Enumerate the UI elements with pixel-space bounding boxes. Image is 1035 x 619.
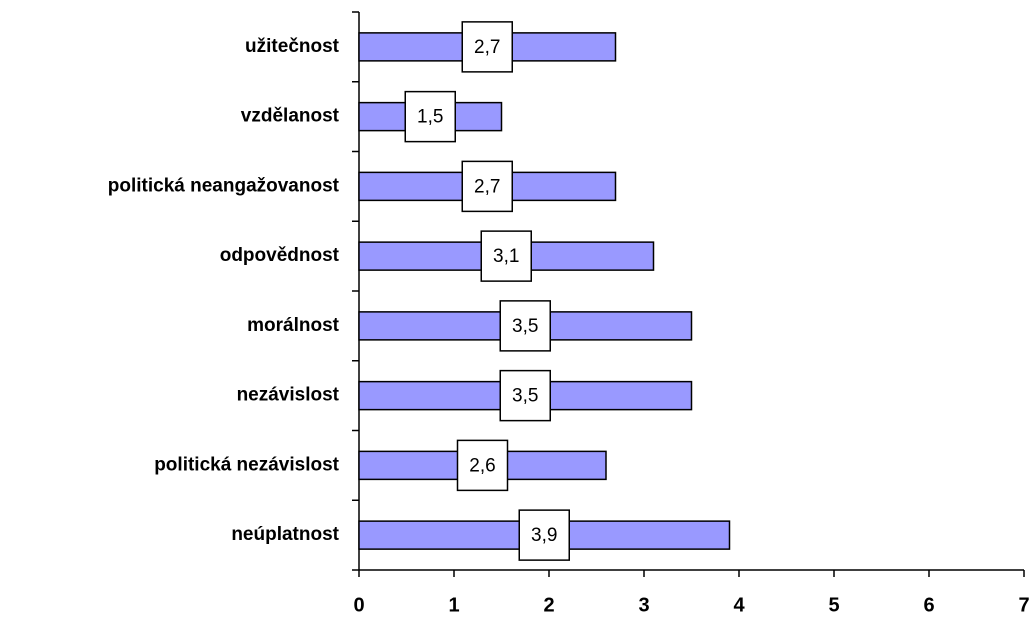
value-label-box: [461, 21, 513, 73]
x-tick-label: 1: [448, 594, 459, 616]
value-label-box: [456, 439, 509, 492]
value-label-box: [404, 90, 456, 143]
x-tick-label: 3: [638, 594, 649, 616]
value-label: 3,5: [512, 316, 538, 337]
x-tick-label: 5: [828, 594, 839, 616]
x-tick-label: 7: [1018, 594, 1029, 616]
value-label: 3,9: [531, 525, 557, 546]
x-tick-label: 6: [923, 594, 934, 616]
value-label: 3,5: [512, 386, 538, 407]
y-tick-label: politická neangažovanost: [108, 175, 340, 196]
value-label: 2,7: [474, 176, 500, 197]
y-tick-label: nezávislost: [237, 385, 340, 406]
y-tick-label: politická nezávislost: [154, 454, 339, 475]
value-label-box: [499, 300, 551, 352]
value-label-box: [461, 160, 513, 213]
value-label-box: [499, 369, 551, 422]
value-label-box: [480, 230, 532, 282]
value-label: 2,6: [469, 455, 495, 476]
value-label: 2,7: [474, 37, 500, 58]
y-tick-label: morálnost: [247, 315, 340, 336]
x-tick-label: 2: [543, 594, 554, 616]
y-tick-label: odpovědnost: [220, 245, 340, 266]
value-label: 1,5: [417, 107, 443, 128]
y-tick-label: užitečnost: [245, 36, 340, 57]
value-label: 3,1: [493, 246, 519, 267]
x-tick-label: 4: [733, 594, 745, 616]
value-label-box: [518, 509, 570, 561]
y-tick-label: neúplatnost: [231, 524, 339, 545]
x-tick-label: 0: [353, 594, 364, 616]
y-tick-label: vzdělanost: [241, 106, 340, 127]
